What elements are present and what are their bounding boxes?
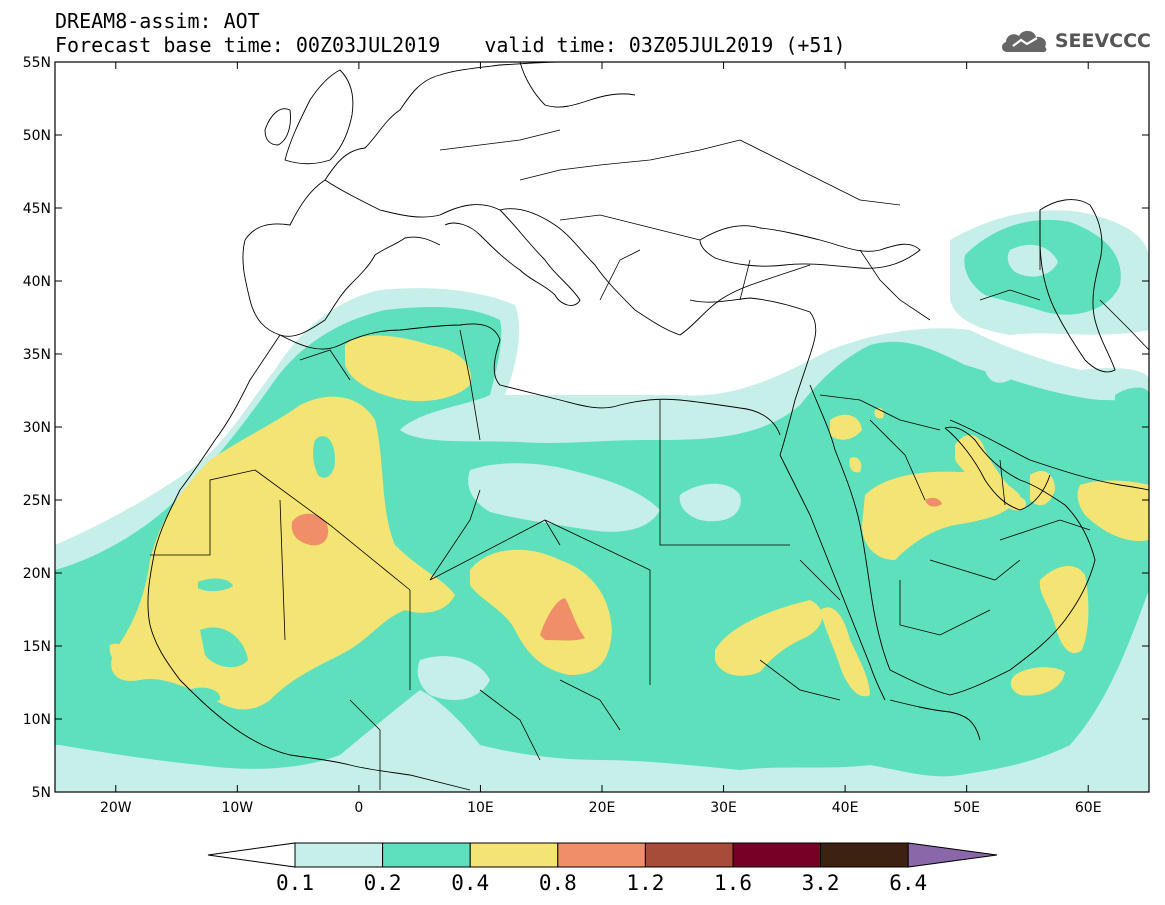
lat-tick-label: 55N — [23, 55, 51, 71]
cloud-icon — [1001, 30, 1047, 53]
lon-tick-label: 40E — [832, 800, 859, 816]
aot-level-0.4 — [109, 335, 1149, 710]
lat-tick-label: 10N — [23, 712, 51, 728]
lon-tick-label: 60E — [1075, 800, 1102, 816]
lon-tick-label: 20W — [100, 800, 132, 816]
map-title: DREAM8-assim: AOT — [55, 9, 260, 33]
lat-tick-label: 30N — [23, 420, 51, 436]
seevccc-logo: SEEVCCC — [999, 26, 1151, 56]
logo-text: SEEVCCC — [1054, 30, 1151, 52]
colorbar-segment — [469, 842, 559, 868]
colorbar-segment — [732, 842, 822, 868]
lat-tick-label: 15N — [23, 639, 51, 655]
axis-ticks: 20W 10W 0 10E 20E 30E 40E 50E 60E 55N 50N 45N 40N 35N… — [23, 55, 1149, 816]
aot-field — [55, 62, 1149, 792]
lon-tick-label: 20E — [589, 800, 616, 816]
coastlines-borders — [147, 62, 1149, 791]
colorbar-label: 0.2 — [364, 871, 402, 895]
lat-tick-label: 35N — [23, 347, 51, 363]
map-subtitle: Forecast base time: 00Z03JUL2019 valid ti… — [55, 34, 846, 56]
valid-time: valid time: 03Z05JUL2019 (+51) — [484, 33, 846, 57]
colorbar-label: 0.4 — [451, 871, 489, 895]
aot-level-0.1-patches — [417, 244, 1058, 700]
lat-tick-label: 40N — [23, 274, 51, 290]
lon-tick-label: 10E — [467, 800, 494, 816]
lon-tick-label: 30E — [710, 800, 737, 816]
lat-tick-label: 5N — [32, 785, 51, 801]
colorbar-arrow-high — [907, 842, 998, 868]
lat-tick-label: 50N — [23, 128, 51, 144]
colorbar-arrow-low — [207, 842, 296, 868]
colorbar-segment — [644, 842, 734, 868]
lon-tick-label: 50E — [953, 800, 980, 816]
colorbar-label: 1.2 — [626, 871, 664, 895]
map-frame: 20W 10W 0 10E 20E 30E 40E 50E 60E 55N 50N 45N 40N 35N… — [23, 55, 1150, 816]
colorbar-label: 0.8 — [539, 871, 577, 895]
colorbar-segment — [294, 842, 384, 868]
colorbar-label: 6.4 — [889, 871, 927, 895]
lat-tick-label: 25N — [23, 493, 51, 509]
colorbar-label: 1.6 — [714, 871, 752, 895]
colorbar: 0.1 0.2 0.4 0.8 1.2 1.6 3.2 6.4 — [207, 842, 998, 895]
colorbar-segment — [382, 842, 471, 868]
lon-tick-label: 0 — [354, 800, 363, 816]
forecast-base-time: Forecast base time: 00Z03JUL2019 — [55, 33, 441, 57]
colorbar-label: 3.2 — [802, 871, 840, 895]
lat-tick-label: 20N — [23, 566, 51, 582]
aot-level-0.2-patches — [188, 436, 335, 703]
lon-tick-label: 10W — [221, 800, 253, 816]
aot-level-0.8 — [291, 497, 942, 641]
colorbar-segment — [820, 842, 909, 868]
colorbar-segment — [557, 842, 646, 868]
colorbar-label: 0.1 — [276, 871, 314, 895]
lat-tick-label: 45N — [23, 201, 51, 217]
country-borders — [150, 129, 1149, 790]
